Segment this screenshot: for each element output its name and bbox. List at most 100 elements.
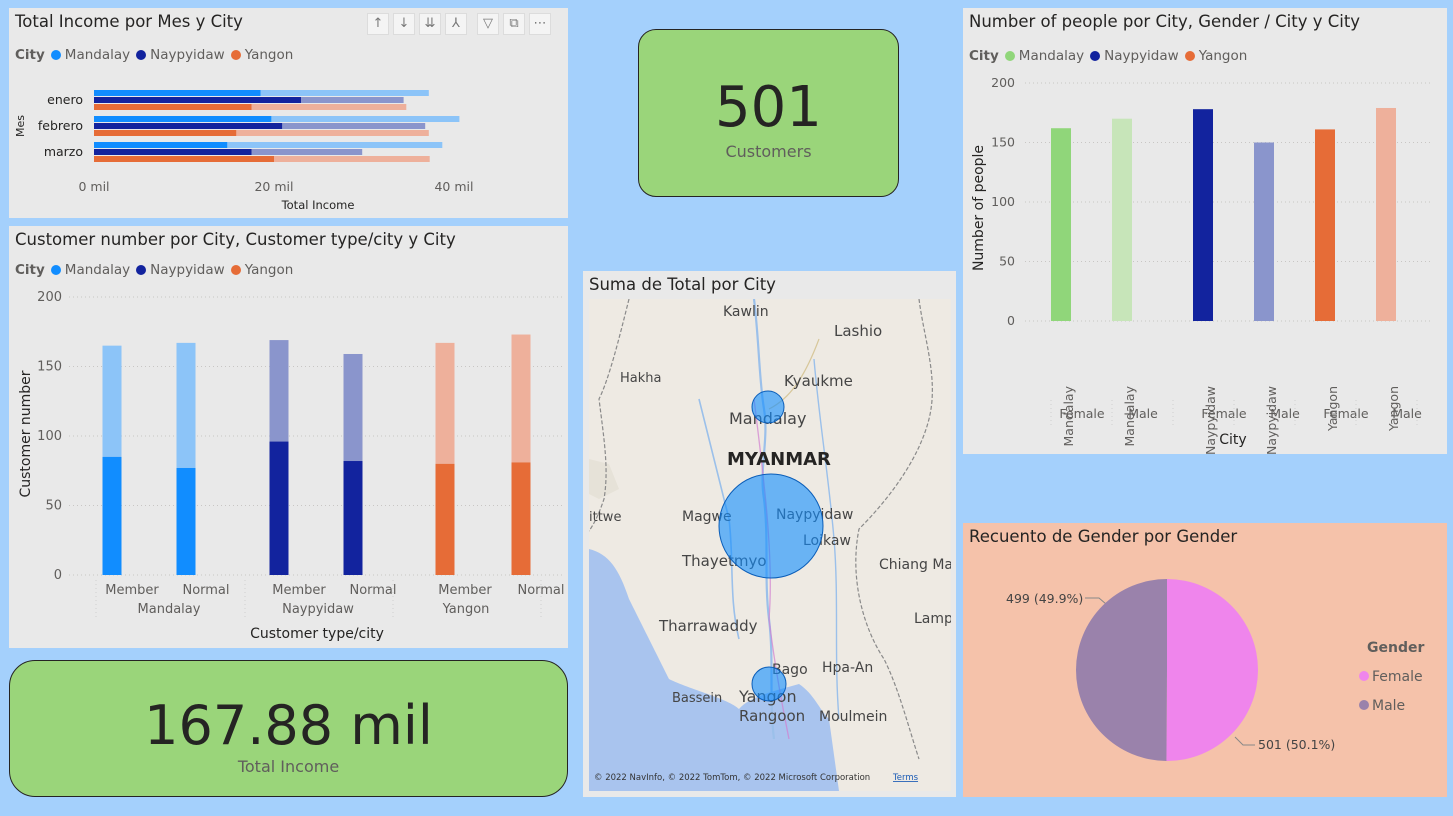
map-place-label: Moulmein [819,709,887,725]
map-country-label: MYANMAR [727,449,831,470]
x-tick: Yangon [1386,386,1401,432]
bar-mandalay [94,142,228,148]
y-tick: 150 [37,360,62,375]
map-place-label: Kawlin [723,304,769,320]
bar-upper [511,334,531,463]
map-place-label: Kyaukme [784,372,853,390]
y-tick: 0 [54,568,62,583]
map-bubble-mandalay [751,390,785,424]
bar-lower [269,441,289,575]
bar [1315,129,1335,321]
legend-item-naypyidaw[interactable]: Naypyidaw [136,262,225,278]
y-tick: 0 [1007,313,1015,328]
chart-title: Suma de Total por City [589,275,776,294]
bar-naypyidaw [94,149,252,155]
bar-lower [343,461,363,575]
x-axis-label: City [1219,432,1246,448]
x-sub-label: Female [1323,406,1369,421]
total-income-value: 167.88 mil [144,694,433,757]
pie-label-male: 499 (49.9%) [1006,591,1083,606]
legend-item-female[interactable]: Female [1359,663,1424,692]
map-place-label: Chiang Ma [879,557,951,573]
bar-lower [176,467,196,575]
arrow-up-icon[interactable]: ↑ [367,13,389,35]
pie-slice-female [1166,579,1259,761]
bar-upper [269,340,289,442]
bar-lower [511,462,531,575]
customer-chart-panel[interactable]: Customer number por City, Customer type/… [9,226,568,648]
legend-item-naypyidaw[interactable]: Naypyidaw [136,47,225,63]
people-chart-panel[interactable]: Number of people por City, Gender / City… [963,8,1447,454]
x-tick: Mandalay [1061,385,1076,446]
legend-item-yangon[interactable]: Yangon [1184,48,1247,64]
pie-label-female: 501 (50.1%) [1258,737,1335,752]
bar-upper [102,345,122,457]
map-place-label: Lashio [834,322,882,340]
visual-toolbar: ↑ ↓ ⇊ ⅄ ▽ ⧉ ⋯ [367,13,551,35]
expand-hierarchy-icon[interactable]: ⅄ [445,13,467,35]
legend-item-naypyidaw[interactable]: Naypyidaw [1090,48,1179,64]
map-terms-link[interactable]: Terms [892,773,919,783]
bar [1193,109,1213,322]
bar-yangon [94,104,252,110]
y-tick: 200 [37,290,62,305]
category-label: enero [47,92,83,107]
legend-item-male[interactable]: Male [1359,692,1424,721]
map-place-label: Hpa-An [822,660,873,676]
customers-label: Customers [725,142,812,161]
income-bar-chart: Mes Total Income 0 mil 20 mil 40 mil ene… [14,90,474,212]
arrow-down-icon[interactable]: ↓ [393,13,415,35]
total-income-card[interactable]: 167.88 mil Total Income [9,660,568,797]
x-tick: 20 mil [254,179,293,194]
map-copyright: © 2022 NavInfo, © 2022 TomTom, © 2022 Mi… [594,773,870,783]
legend-title: Gender [1367,640,1425,656]
focus-mode-icon[interactable]: ⧉ [503,13,525,35]
map-place-label: Lamp [914,611,951,627]
chart-title: Customer number por City, Customer type/… [15,230,456,249]
y-axis-label: Number of people [971,145,987,271]
pie-slice-male [1076,579,1167,761]
customers-card[interactable]: 501 Customers [638,29,899,197]
bar-background [94,116,460,122]
x-tick: Naypyidaw [1203,386,1218,454]
bar-mandalay [94,90,261,96]
bar-naypyidaw [94,97,301,103]
x-tick: Member [272,583,326,598]
legend-item-mandalay[interactable]: Mandalay [1004,48,1084,64]
y-axis-label: Mes [14,115,27,137]
bar-lower [435,463,455,575]
income-chart-panel[interactable]: Total Income por Mes y City ↑ ↓ ⇊ ⅄ ▽ ⧉ … [9,8,568,218]
legend-item-yangon[interactable]: Yangon [230,47,293,63]
y-tick: 200 [991,75,1015,90]
bar-background [94,142,443,148]
gender-legend: Gender Female Male [1359,634,1425,721]
map-place-label: ittwe [589,510,621,525]
y-axis-label: Customer number [18,370,34,497]
more-options-icon[interactable]: ⋯ [529,13,551,35]
x-axis-label: Total Income [281,198,355,212]
filter-icon[interactable]: ▽ [477,13,499,35]
x-tick: Member [105,583,159,598]
map-bubble-naypyidaw [718,473,824,579]
y-tick: 50 [45,499,62,514]
bar-upper [343,353,363,462]
total-income-label: Total Income [237,757,340,776]
legend-item-mandalay[interactable]: Mandalay [50,262,130,278]
gender-chart-panel[interactable]: Recuento de Gender por Gender 499 (49.9%… [963,523,1447,797]
gender-pie-chart: 499 (49.9%) 501 (50.1%) [1006,579,1335,761]
chart-title: Recuento de Gender por Gender [969,527,1238,546]
map-place-label: Rangoon [739,707,805,725]
map-panel[interactable]: Suma de Total por City Kawlin Lashio Hakha… [583,271,956,797]
bar-upper [176,342,196,468]
myanmar-map[interactable]: KawlinLashioHakhaKyaukmeMandalayMagweNay… [589,299,951,791]
double-down-icon[interactable]: ⇊ [419,13,441,35]
bar-lower [102,456,122,575]
y-tick: 50 [999,254,1015,269]
legend-title: City [969,48,999,64]
chart-legend: City Mandalay Naypyidaw Yangon [969,48,1253,64]
y-tick: 100 [37,429,62,444]
legend-item-yangon[interactable]: Yangon [230,262,293,278]
x-tick: 0 mil [78,179,109,194]
legend-item-mandalay[interactable]: Mandalay [50,47,130,63]
bar-upper [435,342,455,464]
